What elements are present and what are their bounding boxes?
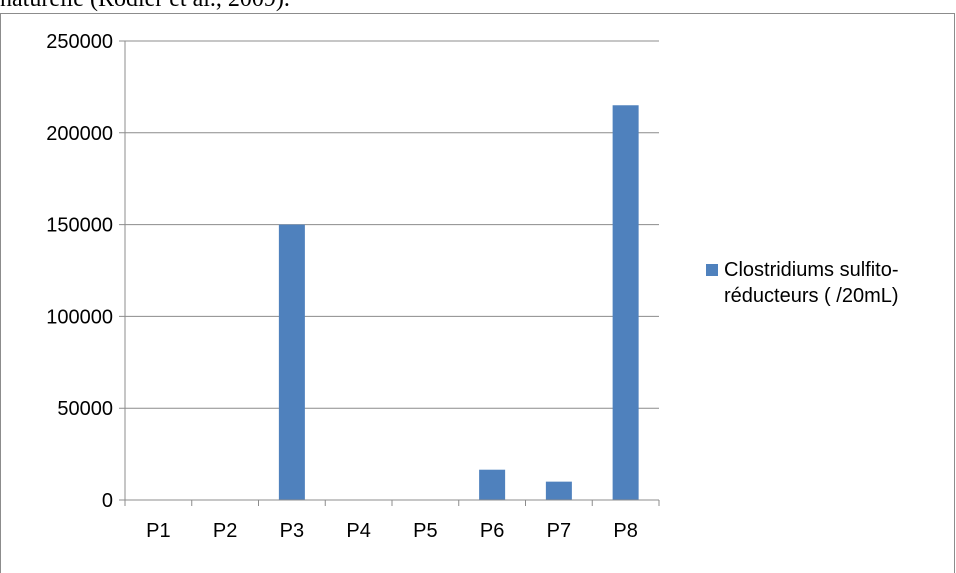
x-tick-label: P4 (346, 520, 370, 542)
bars (278, 105, 639, 500)
axes (119, 41, 660, 506)
bar-p7 (545, 481, 572, 500)
legend-label: Clostridiums sulfito-réducteurs ( /20mL) (724, 259, 899, 307)
x-tick-label: P1 (146, 520, 170, 542)
x-tick-label: P2 (213, 520, 237, 542)
y-tick-label: 150000 (46, 215, 113, 237)
x-tick-label: P6 (480, 520, 504, 542)
x-tick-label: P7 (547, 520, 571, 542)
y-tick-label: 0 (102, 490, 113, 512)
bar-p6 (479, 469, 506, 500)
y-tick-label: 250000 (46, 31, 113, 53)
legend-swatch (706, 264, 718, 276)
y-tick-label: 200000 (46, 123, 113, 145)
caption-fragment: naturelle (Rodier et al., 2009). (0, 0, 290, 13)
bar-p3 (278, 224, 305, 500)
grid-lines (119, 40, 659, 409)
x-tick-label: P3 (280, 520, 304, 542)
y-tick-label: 50000 (57, 398, 113, 420)
y-tick-labels: 0 50000 100000 150000 200000 250000 (46, 31, 113, 512)
chart-frame (0, 13, 955, 573)
x-tick-label: P8 (613, 520, 637, 542)
y-tick-label: 100000 (46, 306, 113, 328)
bar-p8 (612, 105, 639, 500)
x-tick-label: P5 (413, 520, 437, 542)
x-tick-labels: P1 P2 P3 P4 P5 P6 P7 P8 (146, 520, 638, 542)
